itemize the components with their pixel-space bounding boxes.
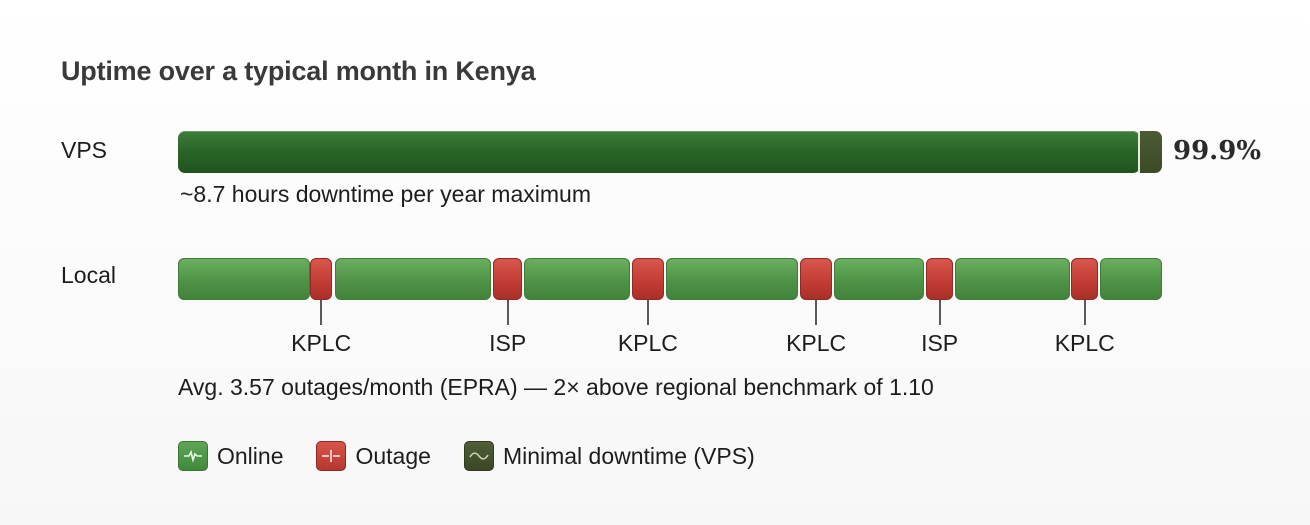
legend-label-minimal: Minimal downtime (VPS) — [502, 442, 755, 469]
vps-row-label: VPS — [61, 137, 108, 163]
online-segment — [834, 258, 924, 300]
outage-segment — [631, 258, 665, 300]
online-segment — [955, 258, 1070, 300]
outage-segment — [492, 258, 523, 300]
legend: Online Outage Minimal downtime (VPS) — [178, 441, 788, 471]
legend-item-outage: Outage — [316, 441, 431, 471]
vps-caption: ~8.7 hours downtime per year maximum — [180, 181, 591, 207]
online-segment — [666, 258, 798, 300]
local-row-label: Local — [61, 262, 116, 288]
legend-item-minimal: Minimal downtime (VPS) — [463, 441, 755, 471]
outage-label: KPLC — [617, 330, 678, 356]
vps-uptime-value: 99.9% — [1173, 136, 1262, 166]
online-segment — [178, 258, 310, 300]
local-uptime-timeline: KPLC ISP KPLC KPLC ISP KPLC — [178, 258, 1162, 358]
pulse-icon — [178, 441, 208, 471]
outage-tick — [320, 300, 323, 325]
online-segment — [335, 258, 491, 300]
outage-tick — [938, 300, 941, 325]
online-segment — [524, 258, 630, 300]
outage-segment — [799, 258, 833, 300]
outage-label: KPLC — [1054, 330, 1115, 356]
online-segment — [1100, 258, 1162, 300]
outage-tick — [506, 300, 509, 325]
outage-label: KPLC — [291, 330, 352, 356]
chart-title: Uptime over a typical month in Kenya — [61, 56, 536, 86]
outage-segment — [1071, 258, 1099, 300]
outage-tick — [646, 300, 649, 325]
local-caption: Avg. 3.57 outages/month (EPRA) — 2× abov… — [178, 374, 934, 400]
outage-segment — [925, 258, 954, 300]
outage-label: KPLC — [786, 330, 847, 356]
outage-label: ISP — [489, 330, 527, 356]
legend-label-online: Online — [217, 442, 284, 469]
vps-online-segment — [178, 131, 1140, 173]
legend-label-outage: Outage — [355, 442, 431, 469]
break-icon — [316, 441, 347, 471]
wave-icon — [463, 441, 494, 471]
outage-tick — [1083, 300, 1086, 325]
vps-minimal-downtime-segment — [1138, 131, 1162, 173]
outage-label: ISP — [921, 330, 959, 356]
vps-uptime-bar — [178, 131, 1162, 173]
legend-item-online: Online — [178, 441, 283, 471]
outage-tick — [815, 300, 818, 325]
outage-segment — [309, 258, 333, 300]
